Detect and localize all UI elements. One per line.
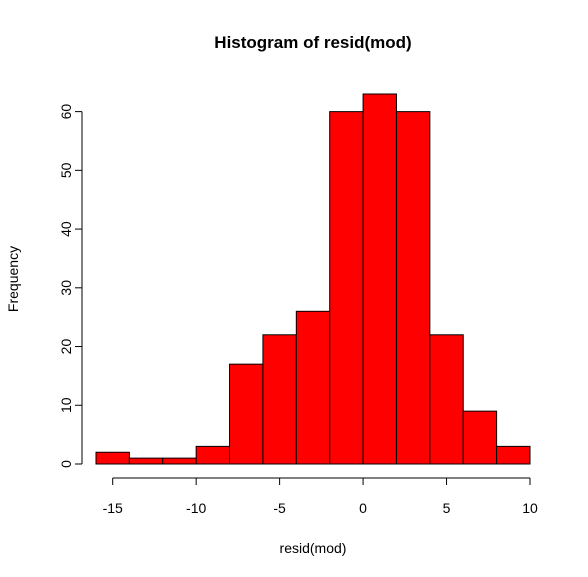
histogram-bar: [462, 410, 498, 465]
x-tick-label: -15: [103, 500, 123, 516]
histogram-bar: [229, 363, 264, 465]
histogram-bar: [295, 310, 331, 465]
x-tick-label: -10: [186, 500, 206, 516]
y-tick-label: 30: [58, 280, 74, 296]
y-tick-label: 50: [58, 162, 74, 178]
y-tick-label: 10: [58, 397, 74, 413]
histogram-bar: [128, 457, 164, 465]
histogram-bar: [95, 451, 130, 465]
histogram-bar: [395, 111, 431, 465]
histogram-bar: [429, 334, 464, 465]
bars-group: [95, 93, 531, 465]
y-tick-label: 0: [58, 460, 74, 468]
chart-title: Histogram of resid(mod): [214, 33, 411, 52]
y-tick-label: 40: [58, 221, 74, 237]
histogram-bar: [195, 445, 231, 465]
y-tick-label: 20: [58, 339, 74, 355]
x-tick-label: 0: [359, 500, 367, 516]
x-tick-label: -5: [273, 500, 286, 516]
y-tick-label: 60: [58, 104, 74, 120]
x-axis-label: resid(mod): [280, 540, 347, 556]
histogram-bar: [329, 111, 364, 465]
histogram-bar: [496, 445, 531, 465]
y-axis: 0 10 20 30 40 50 60: [58, 104, 83, 468]
x-tick-label: 5: [443, 500, 451, 516]
x-tick-label: 10: [522, 500, 538, 516]
x-axis: -15 -10 -5 0 5 10: [103, 477, 538, 516]
histogram-bar: [162, 457, 197, 465]
histogram-bar: [262, 334, 297, 465]
histogram-bar: [362, 93, 397, 465]
y-axis-label: Frequency: [5, 246, 21, 312]
